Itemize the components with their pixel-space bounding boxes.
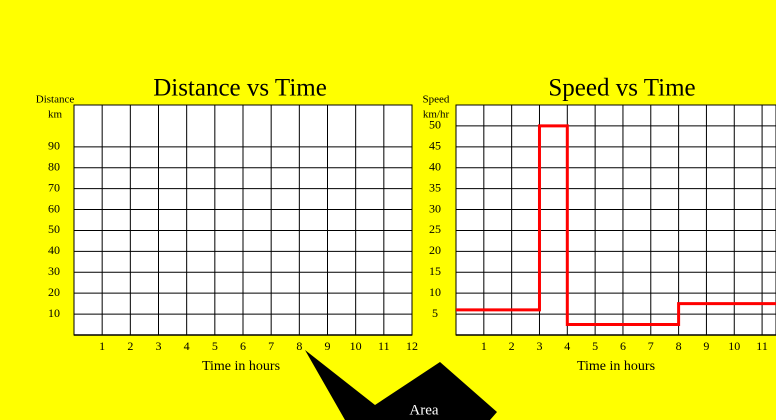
y-tick-label: 60 <box>48 201 60 215</box>
x-tick-label: 6 <box>620 339 626 353</box>
y-tick-label: 25 <box>429 222 441 236</box>
x-tick-label: 5 <box>592 339 598 353</box>
y-tick-label: 45 <box>429 139 441 153</box>
y-tick-label: 35 <box>429 180 441 194</box>
callout-text: Area <box>409 402 438 418</box>
x-tick-label: 11 <box>378 339 390 353</box>
y-tick-label: 70 <box>48 180 60 194</box>
y-tick-label: 10 <box>48 306 60 320</box>
x-tick-label: 4 <box>564 339 570 353</box>
x-tick-label: 12 <box>406 339 418 353</box>
x-tick-label: 9 <box>325 339 331 353</box>
callout-arrow <box>305 350 497 420</box>
y-tick-label: 20 <box>429 243 441 257</box>
y-tick-label: 40 <box>429 159 441 173</box>
y-axis-label: km/hr <box>423 109 450 121</box>
chart-title: Distance vs Time <box>153 75 327 102</box>
y-tick-label: 30 <box>429 201 441 215</box>
x-tick-label: 2 <box>127 339 133 353</box>
x-tick-label: 3 <box>156 339 162 353</box>
x-tick-label: 8 <box>296 339 302 353</box>
x-axis-label: Time in hours <box>577 359 655 374</box>
y-tick-label: 40 <box>48 243 60 257</box>
y-axis-label: Distance <box>36 94 75 106</box>
speed-line <box>456 124 776 327</box>
x-tick-label: 6 <box>240 339 246 353</box>
y-tick-label: 20 <box>48 285 60 299</box>
y-tick-label: 90 <box>48 139 60 153</box>
y-tick-label: 15 <box>429 264 441 278</box>
x-tick-label: 10 <box>728 339 740 353</box>
y-tick-label: 50 <box>48 222 60 236</box>
x-tick-label: 4 <box>184 339 190 353</box>
x-tick-label: 5 <box>212 339 218 353</box>
y-axis-label: km <box>48 109 63 121</box>
plot-area <box>455 104 776 336</box>
x-tick-label: 9 <box>703 339 709 353</box>
x-tick-label: 1 <box>481 339 487 353</box>
x-tick-label: 10 <box>350 339 362 353</box>
y-tick-label: 5 <box>432 306 438 320</box>
x-tick-label: 1 <box>99 339 105 353</box>
y-tick-label: 10 <box>429 285 441 299</box>
y-tick-label: 80 <box>48 159 60 173</box>
y-tick-label: 50 <box>429 118 441 132</box>
x-tick-label: 2 <box>509 339 515 353</box>
x-tick-label: 7 <box>648 339 654 353</box>
x-axis-label: Time in hours <box>202 359 280 374</box>
x-tick-label: 3 <box>536 339 542 353</box>
chart-title: Speed vs Time <box>548 75 695 102</box>
x-tick-label: 7 <box>268 339 274 353</box>
x-tick-label: 8 <box>676 339 682 353</box>
y-axis-label: Speed <box>423 94 450 106</box>
y-tick-label: 30 <box>48 264 60 278</box>
x-tick-label: 11 <box>756 339 768 353</box>
